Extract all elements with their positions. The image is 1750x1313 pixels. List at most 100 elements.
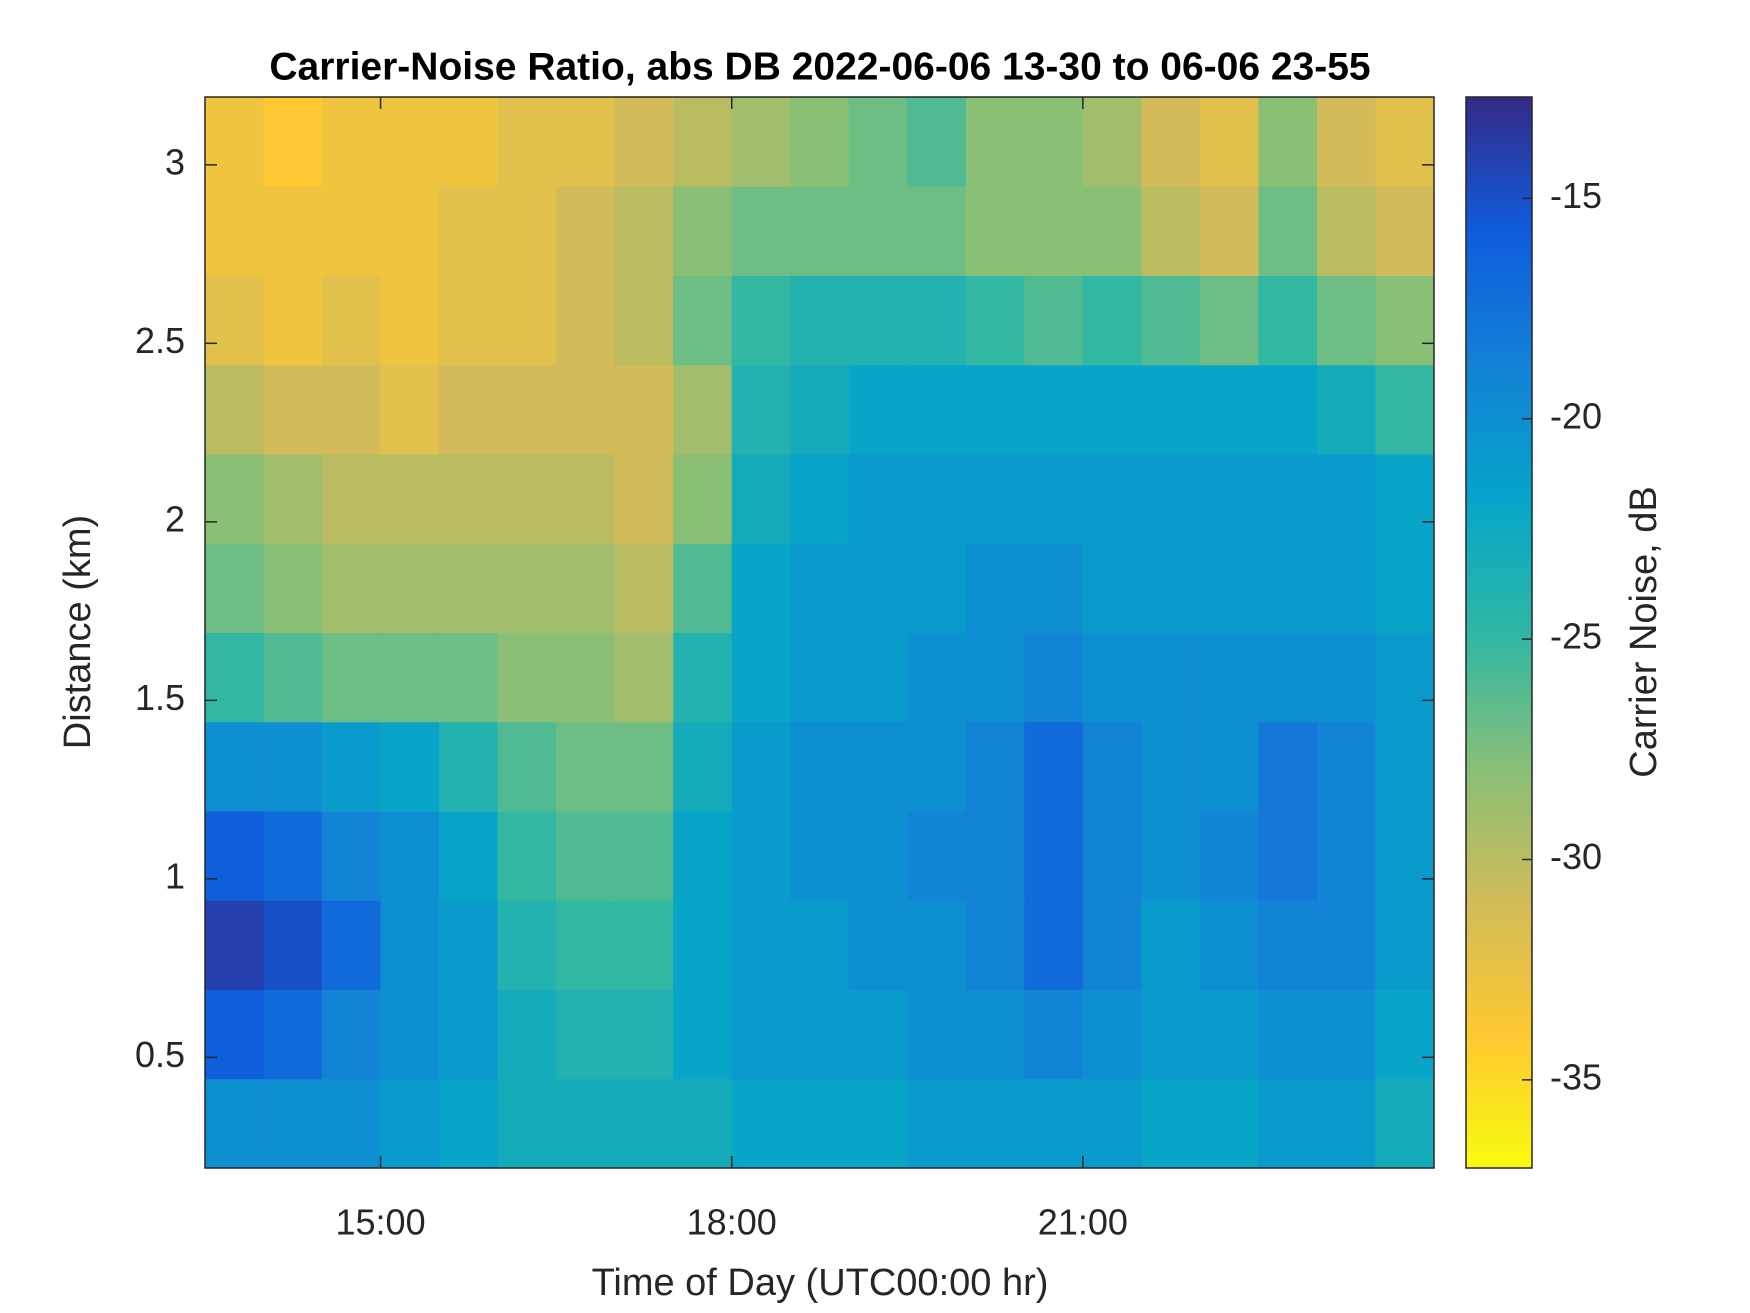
heatmap-cell <box>790 900 850 990</box>
heatmap-cell <box>1316 811 1376 901</box>
heatmap-cell <box>1199 1078 1259 1169</box>
heatmap-cell <box>439 186 499 276</box>
heatmap-cell <box>614 811 674 901</box>
heatmap-cell <box>205 186 265 276</box>
heatmap-cell <box>497 900 557 990</box>
heatmap-cell <box>497 275 557 366</box>
heatmap-cell <box>1199 454 1259 544</box>
y-tick-label: 2.5 <box>135 320 185 361</box>
heatmap-cell <box>380 454 440 544</box>
heatmap-cell <box>556 97 616 187</box>
heatmap-cell <box>1199 97 1259 187</box>
y-axis-label: Distance (km) <box>57 515 99 749</box>
colorbar-tick-label: -30 <box>1550 836 1602 877</box>
heatmap-cell <box>263 454 323 544</box>
heatmap-cell <box>380 186 440 276</box>
heatmap-cell <box>790 632 850 723</box>
heatmap-cell <box>322 454 382 544</box>
heatmap-cell <box>556 811 616 901</box>
heatmap-cell <box>614 364 674 455</box>
heatmap-cell <box>263 1078 323 1169</box>
colorbar-tick-label: -20 <box>1550 395 1602 436</box>
heatmap-cell <box>556 454 616 544</box>
heatmap-cell <box>205 454 265 544</box>
heatmap-cell <box>790 989 850 1080</box>
heatmap-cell <box>790 1078 850 1169</box>
heatmap-cell <box>205 900 265 990</box>
heatmap-cell <box>1024 364 1084 455</box>
heatmap-cell <box>731 721 791 812</box>
heatmap-cell <box>790 811 850 901</box>
heatmap-cell <box>1024 186 1084 276</box>
heatmap-cell <box>1199 811 1259 901</box>
heatmap-cell <box>1258 632 1318 723</box>
y-tick-label: 2 <box>165 498 185 539</box>
heatmap-cell <box>731 364 791 455</box>
heatmap-cell <box>965 454 1025 544</box>
heatmap-cell <box>1082 989 1142 1080</box>
heatmap-cell <box>380 900 440 990</box>
heatmap-cell <box>848 186 908 276</box>
heatmap-cell <box>848 275 908 366</box>
heatmap-cell <box>1375 721 1435 812</box>
heatmap-cell <box>614 632 674 723</box>
heatmap-cell <box>614 454 674 544</box>
heatmap-cell <box>614 275 674 366</box>
heatmap-cell <box>848 900 908 990</box>
heatmap-cell <box>731 454 791 544</box>
heatmap-cell <box>1258 1078 1318 1169</box>
heatmap-cell <box>1141 989 1201 1080</box>
heatmap-cell <box>907 900 967 990</box>
heatmap-cell <box>1082 811 1142 901</box>
heatmap-cell <box>205 364 265 455</box>
heatmap-cell <box>848 989 908 1080</box>
heatmap-cell <box>1141 632 1201 723</box>
x-tick-label: 15:00 <box>336 1202 426 1243</box>
heatmap-cell <box>1258 989 1318 1080</box>
heatmap-cell <box>614 721 674 812</box>
heatmap-cell <box>731 989 791 1080</box>
heatmap-cell <box>205 1078 265 1169</box>
heatmap-cell <box>497 454 557 544</box>
heatmap-cell <box>322 543 382 633</box>
heatmap-cell <box>1199 364 1259 455</box>
heatmap-cell <box>907 632 967 723</box>
heatmap-cell <box>263 97 323 187</box>
heatmap-cell <box>380 1078 440 1169</box>
heatmap-cell <box>965 989 1025 1080</box>
heatmap-cell <box>1082 900 1142 990</box>
heatmap-cell <box>322 1078 382 1169</box>
heatmap-cell <box>380 811 440 901</box>
heatmap-cell <box>380 721 440 812</box>
heatmap-cell <box>1375 811 1435 901</box>
heatmap-cell <box>263 543 323 633</box>
heatmap-cell <box>1316 364 1376 455</box>
heatmap-cell <box>1258 721 1318 812</box>
heatmap-cell <box>614 900 674 990</box>
heatmap-cell <box>673 543 733 633</box>
heatmap-cell <box>1024 97 1084 187</box>
heatmap-cell <box>1375 186 1435 276</box>
heatmap-cell <box>439 989 499 1080</box>
heatmap-cell <box>439 97 499 187</box>
heatmap-cell <box>1375 900 1435 990</box>
heatmap-cell <box>907 364 967 455</box>
heatmap-cell <box>790 97 850 187</box>
heatmap-cell <box>556 186 616 276</box>
heatmap-cell <box>731 543 791 633</box>
heatmap-cell <box>1024 1078 1084 1169</box>
heatmap-cell <box>556 989 616 1080</box>
heatmap-cell <box>497 543 557 633</box>
heatmap-cell <box>1258 97 1318 187</box>
heatmap-cell <box>1316 275 1376 366</box>
heatmap-cell <box>1258 454 1318 544</box>
heatmap-cell <box>205 721 265 812</box>
heatmap-cell <box>673 275 733 366</box>
heatmap-cell <box>1258 811 1318 901</box>
heatmap <box>205 97 1435 1169</box>
heatmap-cell <box>614 186 674 276</box>
heatmap-cell <box>497 989 557 1080</box>
heatmap-cell <box>1024 543 1084 633</box>
colorbar-label: Carrier Noise, dB <box>1623 486 1665 777</box>
